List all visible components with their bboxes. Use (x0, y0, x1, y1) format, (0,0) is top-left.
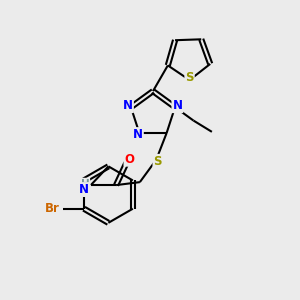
Text: S: S (153, 155, 162, 168)
Text: O: O (124, 153, 134, 166)
Text: S: S (185, 70, 194, 84)
Text: N: N (79, 183, 89, 196)
Text: N: N (123, 99, 133, 112)
Text: H: H (81, 178, 89, 189)
Text: N: N (133, 128, 143, 141)
Text: Br: Br (45, 202, 60, 215)
Text: N: N (172, 99, 182, 112)
